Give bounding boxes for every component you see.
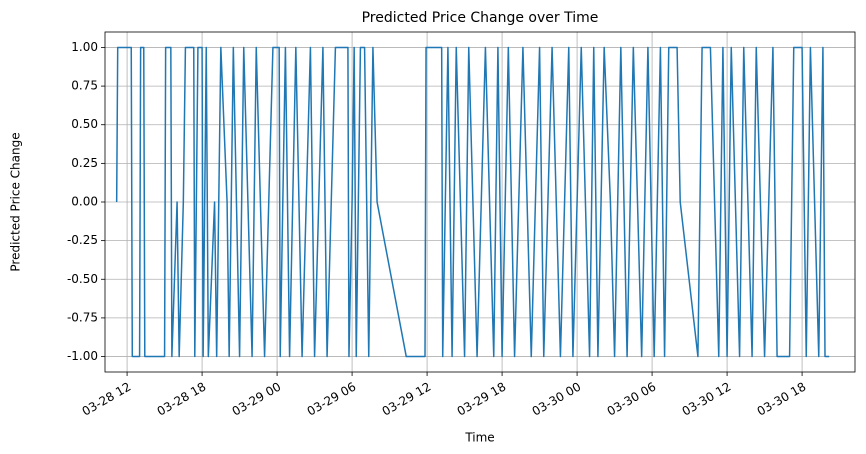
x-tick-label: 03-29 12 bbox=[380, 380, 434, 419]
x-tick-label: 03-30 06 bbox=[605, 380, 659, 419]
chart-title: Predicted Price Change over Time bbox=[362, 10, 599, 26]
x-tick-label: 03-29 00 bbox=[230, 380, 284, 419]
x-tick-label: 03-29 18 bbox=[455, 380, 509, 419]
y-tick-label: 1.00 bbox=[71, 40, 98, 54]
y-axis-label: Predicted Price Change bbox=[9, 132, 23, 271]
x-tick-label: 03-28 12 bbox=[80, 380, 134, 419]
y-tick-label: -0.75 bbox=[67, 310, 98, 324]
y-tick-label: 0.00 bbox=[71, 195, 98, 209]
x-tick-label: 03-28 18 bbox=[155, 380, 209, 419]
x-tick-label: 03-30 00 bbox=[530, 380, 584, 419]
y-tick-label: 0.50 bbox=[71, 117, 98, 131]
plot-frame bbox=[104, 31, 856, 373]
x-tick-label: 03-29 06 bbox=[305, 380, 359, 419]
y-tick-label: -1.00 bbox=[67, 349, 98, 363]
x-tick-label: 03-30 18 bbox=[755, 380, 809, 419]
y-tick-label: -0.25 bbox=[67, 233, 98, 247]
x-tick-label: 03-30 12 bbox=[680, 380, 734, 419]
y-tick-label: 0.75 bbox=[71, 79, 98, 93]
data-line bbox=[115, 46, 830, 358]
x-axis-label: Time bbox=[464, 431, 494, 445]
y-tick-label: -0.50 bbox=[67, 272, 98, 286]
y-tick-label: 0.25 bbox=[71, 156, 98, 170]
